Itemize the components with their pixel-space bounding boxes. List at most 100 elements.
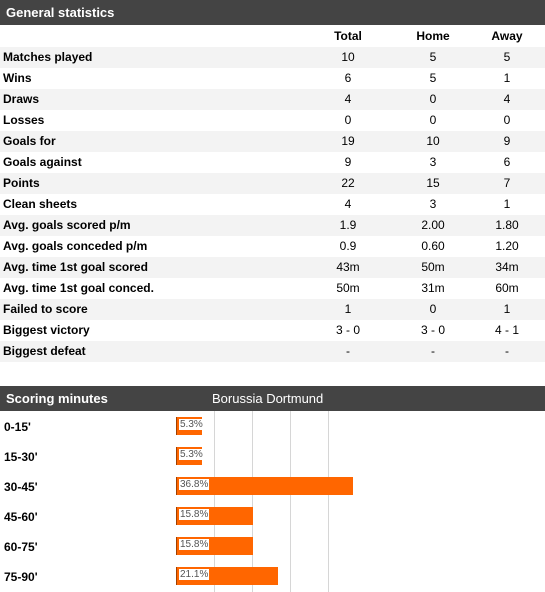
- bar-value-label: 5.3%: [179, 449, 204, 460]
- chart-row: 75-90' 21.1%: [0, 562, 545, 592]
- stats-row: Draws 4 0 4: [0, 89, 545, 110]
- cell-away: 9: [503, 134, 511, 148]
- cell-total: 4: [344, 197, 352, 211]
- scoring-minutes-header: Scoring minutes Borussia Dortmund: [0, 386, 545, 411]
- stats-row: Failed to score 1 0 1: [0, 299, 545, 320]
- cell-home: 0: [429, 302, 437, 316]
- stats-row: Wins 6 5 1: [0, 68, 545, 89]
- cell-total: 1.9: [339, 218, 357, 232]
- cell-home: 50m: [421, 260, 445, 274]
- row-label: Biggest defeat: [3, 344, 86, 358]
- row-label: Points: [3, 176, 40, 190]
- cell-total: 22: [341, 176, 355, 190]
- row-label: Matches played: [3, 50, 93, 64]
- cell-total: 3 - 0: [335, 323, 360, 337]
- cell-total: 0: [344, 113, 352, 127]
- gridline: [328, 411, 329, 592]
- category-label: 0-15': [4, 420, 31, 434]
- stats-row: Points 22 15 7: [0, 173, 545, 194]
- cell-away: 34m: [495, 260, 519, 274]
- general-statistics-title: General statistics: [0, 0, 545, 25]
- cell-away: 6: [503, 155, 511, 169]
- cell-home: 0.60: [421, 239, 445, 253]
- cell-total: 4: [344, 92, 352, 106]
- column-header-total: Total: [334, 29, 362, 43]
- chart-row: 15-30' 5.3%: [0, 442, 545, 472]
- scoring-minutes-chart: 0-15' 5.3% 15-30' 5.3% 30-45' 36.8% 45-60' 15.8…: [0, 411, 545, 592]
- cell-home: -: [431, 344, 435, 358]
- row-label: Goals for: [3, 134, 56, 148]
- category-label: 60-75': [4, 540, 38, 554]
- stats-row: Avg. time 1st goal scored 43m 50m 34m: [0, 257, 545, 278]
- cell-away: 7: [503, 176, 511, 190]
- cell-total: 0.9: [339, 239, 357, 253]
- row-label: Wins: [3, 71, 32, 85]
- row-label: Draws: [3, 92, 40, 106]
- row-label: Goals against: [3, 155, 82, 169]
- stats-table: Total Home Away Matches played 10 5 5 Wins 6 5…: [0, 25, 545, 362]
- stats-row: Clean sheets 4 3 1: [0, 194, 545, 215]
- stats-header-blank: [0, 25, 303, 47]
- cell-away: 1: [503, 197, 511, 211]
- stats-row: Losses 0 0 0: [0, 110, 545, 131]
- stats-row: Biggest defeat - - -: [0, 341, 545, 362]
- bar-value-label: 21.1%: [179, 569, 210, 580]
- gridline: [252, 411, 253, 592]
- stats-row: Avg. goals conceded p/m 0.9 0.60 1.20: [0, 236, 545, 257]
- chart-row: 60-75' 15.8%: [0, 532, 545, 562]
- column-header-home: Home: [416, 29, 450, 43]
- cell-total: 43m: [336, 260, 360, 274]
- row-label: Clean sheets: [3, 197, 78, 211]
- cell-away: 5: [503, 50, 511, 64]
- scoring-minutes-title: Scoring minutes: [6, 391, 108, 406]
- gridline: [214, 411, 215, 592]
- chart-row: 45-60' 15.8%: [0, 502, 545, 532]
- cell-away: -: [505, 344, 509, 358]
- cell-home: 10: [426, 134, 440, 148]
- chart-row: 0-15' 5.3%: [0, 412, 545, 442]
- cell-total: 9: [344, 155, 352, 169]
- section-spacer: [0, 362, 545, 386]
- stats-row: Avg. time 1st goal conced. 50m 31m 60m: [0, 278, 545, 299]
- category-label: 30-45': [4, 480, 38, 494]
- cell-home: 3: [429, 155, 437, 169]
- cell-home: 5: [429, 71, 437, 85]
- row-label: Avg. goals scored p/m: [3, 218, 131, 232]
- row-label: Avg. goals conceded p/m: [3, 239, 148, 253]
- bar-value-label: 15.8%: [179, 509, 210, 520]
- cell-home: 3: [429, 197, 437, 211]
- general-statistics: General statistics Total Home Away Match…: [0, 0, 545, 362]
- stats-column-headers: Total Home Away: [0, 25, 545, 47]
- cell-total: 10: [341, 50, 355, 64]
- stats-row: Matches played 10 5 5: [0, 47, 545, 68]
- cell-away: 1.80: [495, 218, 519, 232]
- cell-total: 1: [344, 302, 352, 316]
- cell-away: 1.20: [495, 239, 519, 253]
- cell-total: 6: [344, 71, 352, 85]
- team-name: Borussia Dortmund: [212, 391, 324, 406]
- cell-away: 1: [503, 71, 511, 85]
- cell-home: 0: [429, 113, 437, 127]
- category-label: 45-60': [4, 510, 38, 524]
- cell-home: 15: [426, 176, 440, 190]
- cell-away: 1: [503, 302, 511, 316]
- row-label: Avg. time 1st goal conced.: [3, 281, 154, 295]
- row-label: Losses: [3, 113, 45, 127]
- cell-home: 0: [429, 92, 437, 106]
- stats-rows: Matches played 10 5 5 Wins 6 5 1 Draws 4 0 4 Losses 0…: [0, 47, 545, 362]
- cell-away: 4 - 1: [494, 323, 519, 337]
- gridline: [290, 411, 291, 592]
- row-label: Failed to score: [3, 302, 88, 316]
- cell-home: 31m: [421, 281, 445, 295]
- row-label: Biggest victory: [3, 323, 90, 337]
- category-label: 75-90': [4, 570, 38, 584]
- cell-away: 0: [503, 113, 511, 127]
- cell-total: -: [346, 344, 350, 358]
- cell-home: 5: [429, 50, 437, 64]
- chart-row: 30-45' 36.8%: [0, 472, 545, 502]
- cell-total: 19: [341, 134, 355, 148]
- scoring-minutes: Scoring minutes Borussia Dortmund 0-15' 5…: [0, 386, 545, 592]
- cell-home: 3 - 0: [420, 323, 445, 337]
- cell-away: 60m: [495, 281, 519, 295]
- bar-value-label: 36.8%: [179, 479, 210, 490]
